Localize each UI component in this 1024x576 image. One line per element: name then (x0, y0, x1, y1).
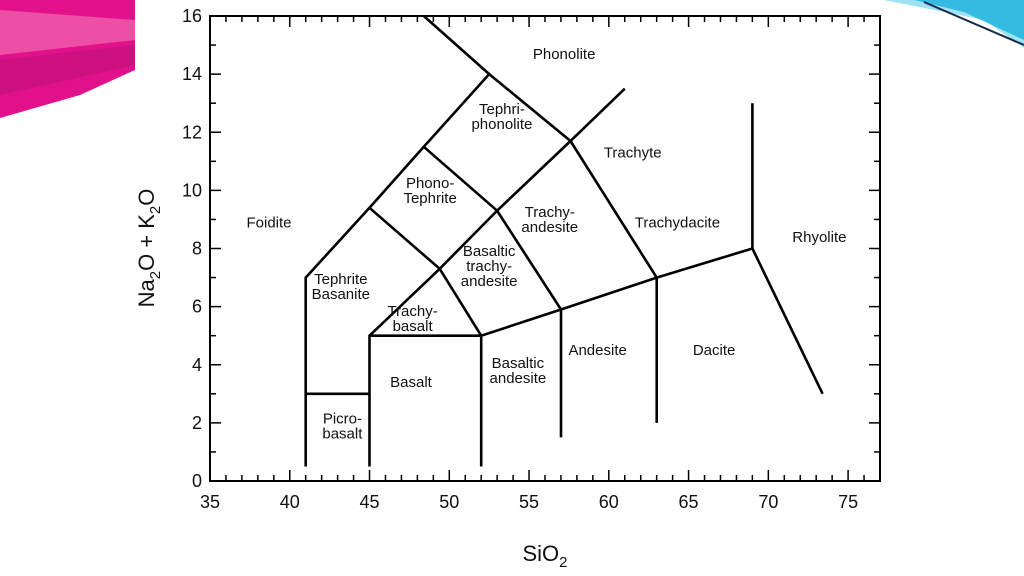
field-label-phonotephrite: Phono-Tephrite (403, 175, 456, 207)
y-tick-label: 4 (192, 355, 202, 375)
field-label-andesite: Andesite (568, 342, 626, 359)
field-label-basaltic-trachyandesite: Basaltic trachy-andesite (461, 243, 518, 290)
x-axis-title: SiO2 (522, 541, 567, 571)
left-decorative-ribbon (0, 0, 135, 118)
field-label-tephriphonolite: Tephri-phonolite (471, 101, 532, 133)
y-tick-label: 0 (192, 471, 202, 491)
x-tick-label: 45 (360, 492, 380, 512)
boundary-line (488, 73, 572, 143)
x-tick-label: 75 (838, 492, 858, 512)
boundary-line (751, 103, 824, 395)
right-decorative-ribbon (884, 0, 1024, 48)
plot-frame (209, 15, 881, 482)
y-axis-title: Na2O + K2O (134, 189, 164, 308)
field-label-trachyandesite: Trachy-andesite (521, 204, 578, 236)
x-tick-label: 55 (519, 492, 539, 512)
x-tick-label: 50 (439, 492, 459, 512)
field-label-basalt: Basalt (390, 374, 433, 391)
field-label-trachybasalt: Trachy-basalt (387, 303, 437, 335)
x-tick-label: 65 (679, 492, 699, 512)
y-tick-label: 2 (192, 413, 202, 433)
y-tick-label: 12 (182, 122, 202, 142)
x-tick-label: 70 (758, 492, 778, 512)
x-tick-label: 60 (599, 492, 619, 512)
y-tick-label: 10 (182, 180, 202, 200)
y-tick-label: 6 (192, 297, 202, 317)
x-tick-label: 35 (200, 492, 220, 512)
field-boundaries (304, 15, 824, 467)
boundary-line (368, 87, 626, 467)
y-tick-label: 14 (182, 64, 202, 84)
field-labels: Phonolite Tephri-phonolite Trachyte Foidite… (247, 46, 847, 443)
field-label-picrobasalt: Picro-basalt (322, 410, 363, 442)
field-label-phonolite: Phonolite (533, 46, 596, 63)
field-label-tephrite-basanite: Tephrite Basanite (312, 271, 370, 303)
boundary-line (496, 209, 563, 311)
x-tick-label: 40 (280, 492, 300, 512)
boundary-line (438, 268, 483, 337)
y-tick-label: 8 (192, 239, 202, 259)
y-tick-label: 16 (182, 6, 202, 26)
field-label-basaltic-andesite: Basaltic andesite (490, 355, 547, 387)
boundary-line (368, 206, 441, 270)
field-label-rhyolite: Rhyolite (792, 229, 846, 246)
boundary-line (304, 15, 492, 467)
boundary-line (569, 140, 658, 279)
field-label-trachydacite: Trachydacite (635, 214, 720, 231)
x-ticks: 35 40 45 50 55 60 65 70 75 (200, 16, 881, 512)
y-ticks: 0 2 4 6 8 10 12 14 16 (182, 6, 880, 491)
boundary-line (422, 145, 498, 212)
field-label-dacite: Dacite (693, 342, 736, 359)
field-label-foidite: Foidite (247, 214, 292, 231)
field-label-trachyte: Trachyte (604, 145, 662, 162)
